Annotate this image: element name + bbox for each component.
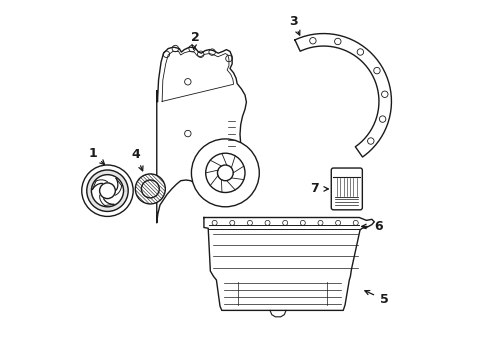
Polygon shape <box>204 217 374 310</box>
Text: 1: 1 <box>89 147 98 160</box>
Circle shape <box>192 139 259 207</box>
Text: 4: 4 <box>132 148 141 162</box>
Polygon shape <box>87 170 128 211</box>
FancyBboxPatch shape <box>331 168 362 210</box>
Circle shape <box>218 165 233 181</box>
Text: 5: 5 <box>380 293 389 306</box>
Circle shape <box>142 180 159 198</box>
Text: 7: 7 <box>310 183 319 195</box>
Circle shape <box>135 174 165 204</box>
Polygon shape <box>157 47 246 223</box>
Text: 3: 3 <box>289 14 297 27</box>
Polygon shape <box>295 33 392 157</box>
Circle shape <box>206 153 245 193</box>
Text: 2: 2 <box>191 31 199 44</box>
Text: 6: 6 <box>375 220 383 233</box>
